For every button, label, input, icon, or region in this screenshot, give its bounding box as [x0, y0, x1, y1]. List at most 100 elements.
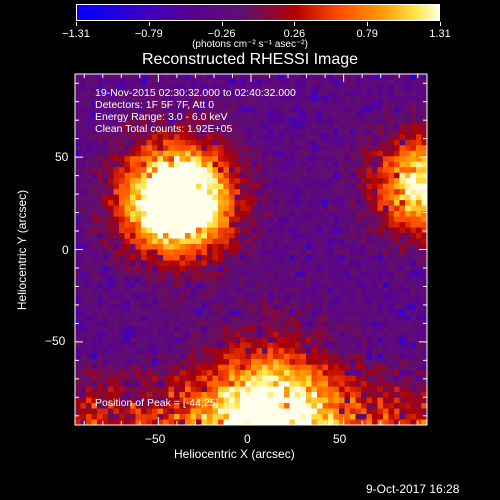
heatmap-cell	[317, 134, 323, 141]
heatmap-cell	[119, 106, 125, 113]
heatmap-cell	[355, 205, 362, 212]
heatmap-cell	[91, 403, 98, 409]
heatmap-cell	[339, 90, 345, 97]
heatmap-cell	[185, 414, 191, 420]
heatmap-cell	[168, 392, 175, 398]
heatmap-cell	[91, 331, 98, 338]
heatmap-cell	[135, 298, 142, 305]
heatmap-cell	[229, 106, 235, 113]
heatmap-cell	[234, 359, 241, 366]
heatmap-cell	[234, 216, 241, 223]
heatmap-cell	[212, 112, 219, 119]
heatmap-cell	[141, 326, 147, 333]
heatmap-cell	[273, 156, 279, 163]
heatmap-cell	[317, 238, 323, 245]
heatmap-cell	[399, 244, 406, 250]
heatmap-cell	[234, 392, 241, 398]
heatmap-cell	[306, 392, 312, 398]
heatmap-cell	[377, 95, 384, 102]
heatmap-cell	[278, 216, 285, 223]
heatmap-cell	[366, 348, 373, 355]
heatmap-cell	[300, 139, 307, 146]
heatmap-cell	[152, 205, 158, 212]
heatmap-cell	[113, 238, 120, 245]
heatmap-cell	[388, 128, 395, 135]
heatmap-cell	[179, 128, 186, 135]
heatmap-cell	[207, 178, 213, 185]
heatmap-cell	[130, 265, 136, 272]
heatmap-cell	[124, 419, 131, 426]
heatmap-cell	[311, 353, 318, 360]
heatmap-cell	[245, 419, 252, 426]
heatmap-cell	[383, 260, 389, 267]
heatmap-cell	[168, 348, 175, 355]
heatmap-cell	[383, 227, 389, 234]
heatmap-cell	[366, 74, 373, 80]
heatmap-cell	[289, 320, 296, 327]
heatmap-cell	[223, 414, 230, 420]
heatmap-cell	[146, 265, 153, 272]
heatmap-cell	[207, 79, 213, 86]
heatmap-cell	[234, 238, 241, 245]
heatmap-cell	[256, 233, 263, 239]
heatmap-cell	[190, 150, 197, 157]
heatmap-cell	[185, 211, 191, 217]
heatmap-cell	[108, 205, 114, 212]
heatmap-cell	[388, 79, 395, 86]
heatmap-cell	[377, 194, 384, 201]
heatmap-cell	[80, 304, 87, 311]
heatmap-cell	[135, 167, 142, 174]
heatmap-cell	[141, 419, 147, 426]
heatmap-cell	[223, 249, 230, 256]
heatmap-cell	[300, 74, 307, 80]
heatmap-cell	[377, 227, 384, 234]
heatmap-cell	[278, 249, 285, 256]
heatmap-cell	[311, 189, 318, 196]
heatmap-cell	[284, 397, 290, 404]
heatmap-cell	[306, 414, 312, 420]
heatmap-cell	[333, 139, 340, 146]
heatmap-cell	[201, 309, 208, 316]
heatmap-cell	[388, 112, 395, 119]
heatmap-cell	[212, 84, 219, 91]
heatmap-cell	[328, 315, 334, 322]
heatmap-cell	[102, 331, 109, 338]
heatmap-cell	[80, 90, 87, 97]
heatmap-cell	[317, 200, 323, 207]
heatmap-cell	[273, 392, 279, 398]
heatmap-cell	[108, 414, 114, 420]
heatmap-cell	[289, 282, 296, 289]
heatmap-cell	[262, 375, 268, 382]
heatmap-cell	[306, 348, 312, 355]
heatmap-cell	[278, 326, 285, 333]
heatmap-cell	[245, 304, 252, 311]
heatmap-cell	[168, 194, 175, 201]
heatmap-cell	[185, 123, 191, 130]
heatmap-cell	[179, 419, 186, 426]
heatmap-cell	[289, 397, 296, 404]
heatmap-cell	[278, 227, 285, 234]
heatmap-cell	[278, 244, 285, 250]
heatmap-cell	[146, 161, 153, 168]
heatmap-cell	[190, 265, 197, 272]
heatmap-cell	[366, 84, 373, 91]
heatmap-cell	[350, 194, 356, 201]
heatmap-cell	[361, 381, 367, 388]
heatmap-cell	[405, 156, 411, 163]
heatmap-cell	[80, 117, 87, 124]
heatmap-cell	[75, 414, 81, 420]
heatmap-cell	[300, 326, 307, 333]
heatmap-cell	[355, 101, 362, 108]
heatmap-cell	[251, 419, 257, 426]
heatmap-cell	[355, 74, 362, 80]
heatmap-cell	[234, 320, 241, 327]
heatmap-cell	[229, 309, 235, 316]
heatmap-cell	[174, 106, 180, 113]
heatmap-cell	[91, 244, 98, 250]
heatmap-cell	[388, 134, 395, 141]
heatmap-cell	[97, 150, 103, 157]
heatmap-cell	[91, 211, 98, 217]
heatmap-cell	[311, 183, 318, 190]
heatmap-cell	[410, 370, 417, 377]
heatmap-cell	[361, 183, 367, 190]
